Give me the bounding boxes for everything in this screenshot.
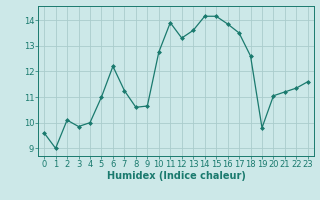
X-axis label: Humidex (Indice chaleur): Humidex (Indice chaleur) bbox=[107, 171, 245, 181]
